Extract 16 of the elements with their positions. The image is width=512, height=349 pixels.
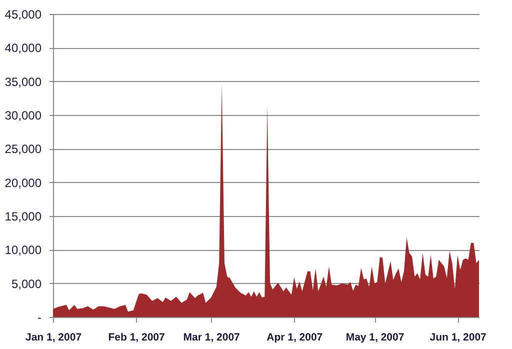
y-tick-label: 35,000 <box>4 74 42 89</box>
y-tick-label: 40,000 <box>4 41 42 56</box>
y-tick-label: 45,000 <box>4 8 42 22</box>
y-tick-label: 25,000 <box>4 142 42 156</box>
x-tick-label: Apr 1, 2007 <box>266 332 323 344</box>
x-tick-label: Jan 1, 2007 <box>25 332 82 344</box>
x-tick-label: May 1, 2007 <box>346 332 404 344</box>
y-tick-label: 20,000 <box>4 176 42 190</box>
x-tick-label: Jun 1, 2007 <box>430 332 487 344</box>
y-tick-label: 30,000 <box>4 108 42 122</box>
y-tick-label: 15,000 <box>4 210 42 224</box>
x-tick-label: Mar 1, 2007 <box>183 332 240 344</box>
y-tick-label: 5,000 <box>11 276 42 291</box>
x-tick-label: Feb 1, 2007 <box>108 332 166 344</box>
y-tick-label: - <box>38 310 42 324</box>
y-tick-label: 10,000 <box>4 243 42 258</box>
